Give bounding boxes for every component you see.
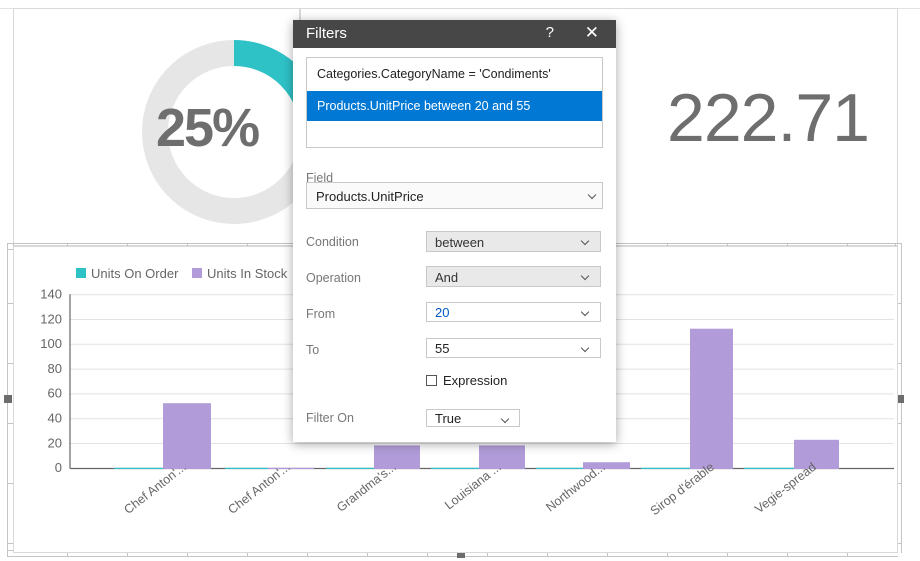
svg-text:40: 40 <box>48 411 62 426</box>
svg-text:140: 140 <box>40 287 62 302</box>
svg-text:100: 100 <box>40 336 62 351</box>
svg-text:60: 60 <box>48 386 62 401</box>
svg-text:120: 120 <box>40 311 62 326</box>
svg-text:Louisiana ...: Louisiana ... <box>442 460 504 513</box>
svg-text:80: 80 <box>48 361 62 376</box>
svg-text:0: 0 <box>55 460 62 475</box>
svg-text:20: 20 <box>48 435 62 450</box>
